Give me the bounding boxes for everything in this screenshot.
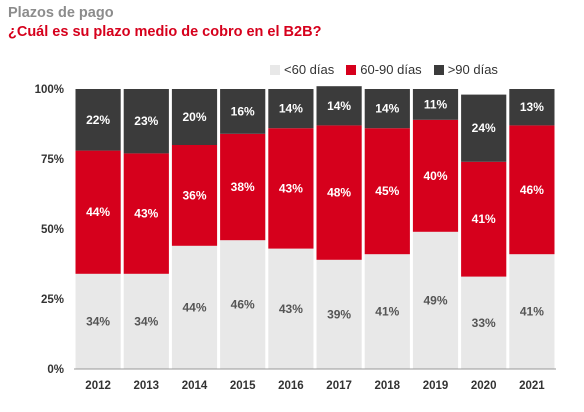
legend-label-60-90: 60-90 días [360,62,422,77]
bar-segment-2013-0 [123,273,169,369]
data-label-2012-0: 34% [86,314,110,328]
data-label-2012-2: 22% [86,113,110,127]
x-tick-label-2014: 2014 [182,380,208,392]
bar-segment-2020-1 [461,161,507,277]
data-label-2019-0: 49% [423,293,447,307]
data-label-2019-2: 11% [424,97,448,111]
bar-segment-2021-0 [509,254,555,369]
x-tick-label-2016: 2016 [278,380,304,392]
data-label-2013-1: 43% [134,207,158,221]
bar-segment-2016-2 [268,89,314,129]
data-label-2014-0: 44% [182,300,206,314]
bar-segment-2012-1 [75,150,121,274]
x-tick-label-2017: 2017 [326,380,352,392]
bar-segment-2015-0 [220,240,266,369]
bar-segment-2017-2 [316,86,362,126]
data-label-2018-0: 41% [375,305,399,319]
data-label-2020-2: 24% [472,121,496,135]
data-label-2020-1: 41% [472,212,496,226]
bar-segment-2020-2 [461,94,507,162]
bar-segment-2014-0 [171,245,218,369]
data-label-2015-1: 38% [231,180,255,194]
data-label-2021-1: 46% [520,183,544,197]
bar-segment-2020-0 [461,276,507,369]
y-tick-label: 50% [41,224,64,236]
bar-segment-2013-1 [123,153,169,274]
bar-segment-2014-1 [171,145,218,246]
x-tick-label-2015: 2015 [230,380,256,392]
bar-segment-2012-0 [75,273,121,369]
bar-segment-2021-1 [509,125,555,255]
bar-segment-2017-0 [316,259,362,369]
x-tick-label-2019: 2019 [423,380,449,392]
legend-item-60-90: 60-90 días [346,62,422,77]
data-label-2018-2: 14% [375,102,399,116]
bar-segment-2015-2 [220,89,266,134]
x-tick-label-2013: 2013 [134,380,160,392]
data-label-2017-1: 48% [327,186,351,200]
bar-segment-2012-2 [75,89,121,151]
bar-segment-2019-2 [412,89,459,120]
legend-swatch-60-90 [346,64,357,75]
data-label-2015-2: 16% [231,104,255,118]
legend-swatch-gt90 [433,64,444,75]
bar-segment-2019-0 [412,231,459,369]
bar-segment-2018-2 [364,89,410,129]
x-tick-label-2012: 2012 [85,380,111,392]
y-tick-label: 25% [41,294,64,306]
data-label-2016-1: 43% [279,181,303,195]
legend-swatch-lt60 [270,64,280,75]
bar-segment-2016-1 [268,128,314,249]
legend-label-lt60: <60 días [284,62,335,77]
data-label-2016-0: 43% [279,302,303,316]
data-label-2021-2: 13% [520,100,544,114]
chart-title: Plazos de pago [8,5,114,21]
data-label-2016-2: 14% [279,102,303,116]
y-tick-label: 75% [41,154,64,166]
data-label-2014-1: 36% [182,188,206,202]
data-label-2017-0: 39% [327,307,351,321]
y-tick-label: 0% [47,364,64,376]
x-tick-label-2021: 2021 [519,380,545,392]
data-label-2020-0: 33% [472,316,496,330]
data-label-2017-2: 14% [327,99,351,113]
data-label-2019-1: 40% [423,169,447,183]
bar-segment-2016-0 [268,248,314,369]
data-label-2013-2: 23% [134,114,158,128]
legend-item-lt60: <60 días [270,62,334,77]
x-tick-label-2020: 2020 [471,380,497,392]
bar-segment-2021-2 [509,89,555,126]
data-label-2018-1: 45% [375,184,399,198]
data-label-2015-0: 46% [231,298,255,312]
bar-segment-2015-1 [220,133,266,241]
bar-segment-2019-1 [412,119,459,232]
data-label-2021-0: 41% [520,305,544,319]
bar-segment-2014-2 [171,89,218,145]
x-tick-label-2018: 2018 [375,380,401,392]
legend-label-gt90: >90 días [447,62,498,77]
bar-segment-2018-0 [364,254,410,369]
legend-item-gt90: >90 días [433,62,498,77]
bar-segment-2013-2 [123,89,169,154]
data-label-2014-2: 20% [182,110,206,124]
legend: <60 días 60-90 días >90 días [270,62,510,77]
chart-subtitle: ¿Cuál es su plazo medio de cobro en el B… [8,24,322,40]
bar-segment-2017-1 [316,125,362,260]
y-tick-label: 100% [35,84,64,96]
data-label-2013-0: 34% [134,314,158,328]
bar-segment-2018-1 [364,128,410,255]
data-label-2012-1: 44% [86,205,110,219]
